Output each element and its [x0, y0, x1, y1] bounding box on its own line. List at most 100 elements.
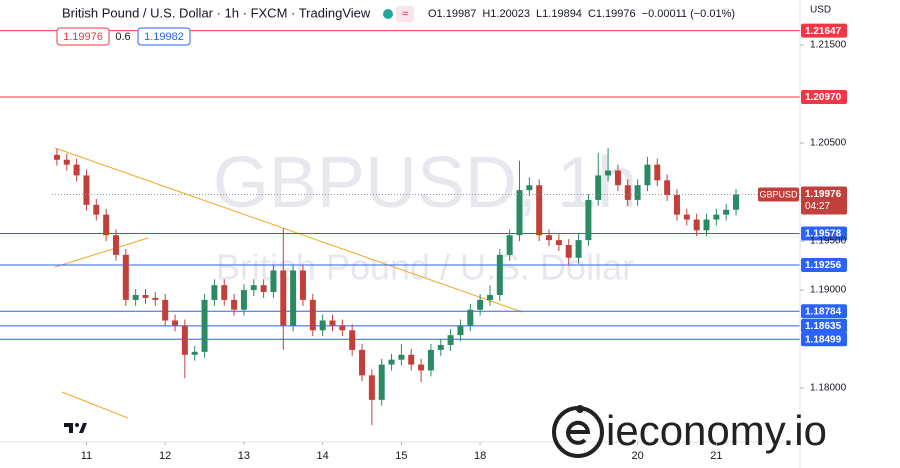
- candle-body: [329, 320, 336, 326]
- level-label: 1.18784: [805, 306, 842, 317]
- candle-body: [408, 354, 415, 365]
- y-tick-label: 1.19500: [810, 236, 847, 247]
- candle-body: [713, 214, 720, 220]
- candle-body: [378, 364, 385, 400]
- y-tick-label: 1.21500: [810, 40, 847, 51]
- candle-body: [240, 290, 247, 310]
- candle-body: [270, 270, 277, 293]
- candle-body: [93, 204, 100, 215]
- ask: 1.19982: [144, 31, 184, 43]
- symbol-tag: GBPUSD: [759, 189, 798, 199]
- candle-body: [693, 219, 700, 231]
- bid-box: [56, 27, 110, 46]
- candle-body: [575, 240, 582, 258]
- level-label-box: [801, 304, 847, 319]
- candle-body: [319, 320, 326, 331]
- candle-body: [349, 330, 356, 350]
- x-tick-label: 12: [159, 450, 171, 462]
- ohlc-item: C1.19976: [588, 8, 636, 20]
- candle-body: [565, 245, 572, 258]
- current-price-box: [801, 186, 847, 215]
- candle-body: [142, 294, 149, 298]
- candle-body: [122, 254, 129, 300]
- spread: 0.6: [115, 31, 130, 43]
- candle-body: [260, 285, 267, 293]
- candle-body: [605, 170, 612, 176]
- levels: 1.21647 1.20970 1.19578 1.19256 1.18784 1.186…: [0, 23, 847, 347]
- current-price-label: 1.19976: [805, 189, 842, 200]
- candle-body: [418, 364, 425, 371]
- candle-body: [673, 195, 680, 215]
- candle-body: [703, 219, 710, 231]
- x-tick-label: 18: [474, 450, 486, 462]
- level-label-box: [801, 226, 847, 241]
- watermark: GBPUSD, 1h: [213, 143, 637, 223]
- candle-body: [516, 190, 523, 236]
- level-label-box: [801, 258, 847, 273]
- candle-body: [231, 299, 238, 310]
- candle-body: [723, 209, 730, 215]
- ohlc-item: O1.19987: [428, 8, 476, 20]
- symbol-tag-box: [758, 187, 799, 202]
- y-tick-label: 1.20500: [810, 138, 847, 149]
- candle-body: [585, 199, 592, 241]
- x-tick-label: 14: [317, 450, 329, 462]
- candle-body: [63, 159, 70, 165]
- candle-body: [595, 175, 602, 200]
- candle-body: [191, 351, 198, 355]
- x-tick-label: 11: [81, 450, 92, 462]
- candle-body: [614, 170, 621, 186]
- candle-body: [359, 349, 366, 376]
- candle-body: [467, 309, 474, 326]
- y-tick-label: 1.18000: [810, 383, 847, 394]
- candle-body: [112, 235, 119, 255]
- candle-body: [457, 325, 464, 336]
- candle-body: [221, 285, 228, 300]
- candle-body: [437, 344, 444, 350]
- trend-line: [61, 391, 129, 419]
- level-label: 1.18635: [805, 321, 842, 332]
- candle-body: [201, 299, 208, 352]
- candle-body: [73, 164, 80, 176]
- candle-body: [644, 164, 651, 186]
- candle-body: [506, 235, 513, 255]
- candle-body: [526, 185, 533, 191]
- trend-line: [54, 147, 523, 313]
- symbol-title: British Pound / U.S. Dollar · 1h · FXCM …: [62, 5, 371, 20]
- candle-body: [152, 297, 159, 300]
- ask-box: [137, 27, 191, 46]
- candle-body: [683, 214, 690, 220]
- candle-body: [427, 349, 434, 371]
- level-label-box: [801, 332, 847, 347]
- candle-body: [339, 325, 346, 331]
- countdown: 04:27: [805, 201, 830, 212]
- ohlc-item: L1.19894: [536, 8, 582, 20]
- candle-body: [733, 194, 740, 210]
- candle-body: [624, 185, 631, 200]
- candle-body: [546, 235, 553, 241]
- candle-body: [398, 354, 405, 360]
- candle-body: [664, 180, 671, 196]
- candle-body: [172, 320, 179, 326]
- trend-line: [54, 237, 149, 268]
- candle-body: [388, 359, 395, 365]
- candle-body: [486, 294, 493, 300]
- candle-body: [83, 175, 90, 205]
- candle-body: [132, 294, 139, 300]
- candle-body: [53, 154, 60, 160]
- status-dot: [383, 9, 393, 19]
- level-label-box: [801, 90, 847, 105]
- level-label: 1.19578: [805, 229, 842, 240]
- level-label: 1.19256: [805, 260, 842, 271]
- ohlc-item: −0.00011 (−0.01%): [642, 8, 735, 20]
- y-tick-label: 1.19000: [810, 285, 847, 296]
- candle-body: [555, 240, 562, 246]
- x-tick-label: 20: [631, 450, 643, 462]
- x-tick-label: 15: [395, 450, 407, 462]
- candle-body: [477, 299, 484, 310]
- candle-body: [162, 299, 169, 321]
- candle-body: [181, 325, 188, 355]
- candle-body: [536, 185, 543, 236]
